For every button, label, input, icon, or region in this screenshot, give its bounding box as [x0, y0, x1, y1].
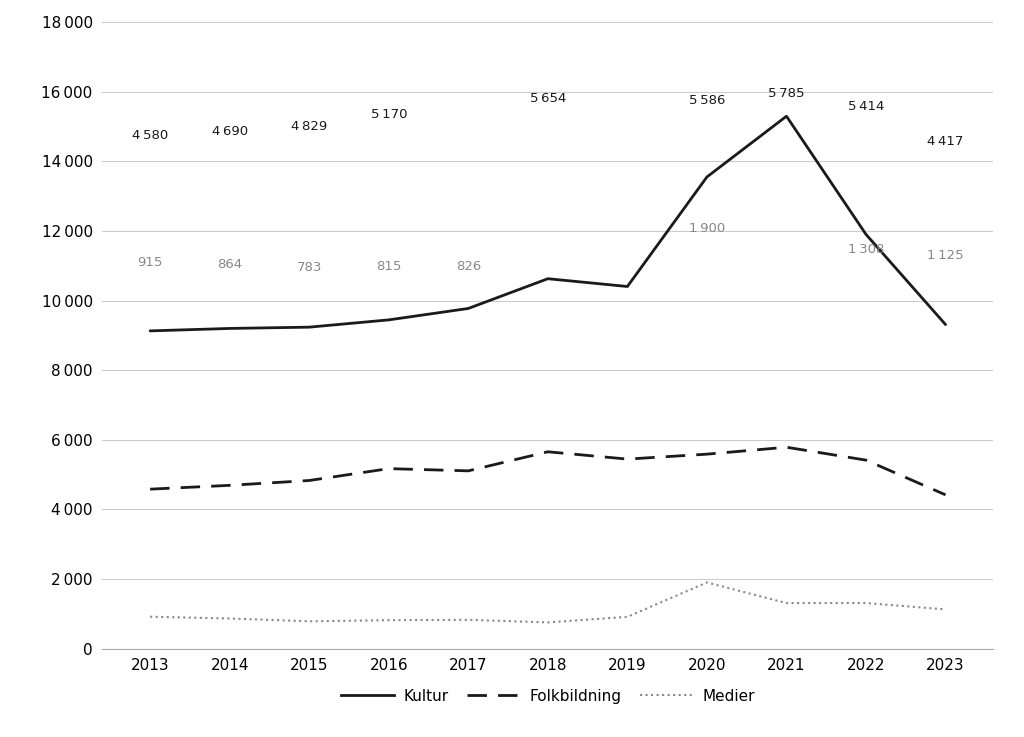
Text: 864: 864 [217, 258, 243, 271]
Text: 5 414: 5 414 [848, 100, 884, 113]
Text: 815: 815 [376, 260, 401, 273]
Text: 5 785: 5 785 [768, 87, 805, 100]
Legend: Kultur, Folkbildning, Medier: Kultur, Folkbildning, Medier [335, 682, 761, 710]
Text: 4 690: 4 690 [212, 125, 248, 138]
Text: 826: 826 [456, 259, 481, 273]
Text: 4 417: 4 417 [928, 135, 964, 147]
Text: 915: 915 [137, 256, 163, 270]
Text: 5 170: 5 170 [371, 108, 407, 122]
Text: 4 580: 4 580 [132, 129, 168, 142]
Text: 1 900: 1 900 [689, 223, 725, 235]
Text: 1 125: 1 125 [928, 249, 964, 262]
Text: 5 586: 5 586 [689, 94, 725, 107]
Text: 1 308: 1 308 [848, 242, 884, 256]
Text: 4 829: 4 829 [291, 120, 328, 133]
Text: 783: 783 [297, 261, 322, 274]
Text: 5 654: 5 654 [529, 91, 566, 105]
